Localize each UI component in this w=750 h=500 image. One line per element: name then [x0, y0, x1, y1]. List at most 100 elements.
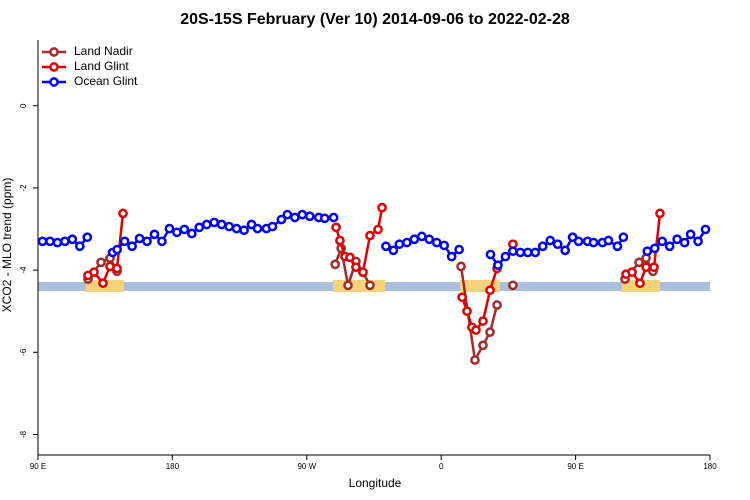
data-point — [679, 237, 690, 248]
data-point — [365, 280, 375, 291]
data-point — [328, 212, 339, 223]
data-point — [700, 224, 711, 235]
data-point — [522, 247, 533, 258]
data-point — [45, 236, 55, 247]
y-tick-label: -6 — [19, 348, 28, 356]
data-point — [74, 241, 85, 252]
data-point — [351, 262, 361, 273]
data-point — [424, 234, 435, 245]
data-point — [331, 222, 341, 233]
data-point — [634, 257, 644, 268]
data-point — [409, 234, 420, 245]
land-band — [333, 280, 385, 292]
data-point — [478, 316, 488, 326]
data-point — [462, 306, 472, 317]
legend-marker — [49, 47, 59, 57]
data-point — [52, 237, 63, 248]
data-point — [282, 209, 293, 220]
data-point — [164, 223, 175, 234]
data-point — [454, 244, 464, 255]
data-point — [345, 252, 355, 263]
data-point — [119, 236, 130, 247]
x-tick-label: 90 E — [567, 462, 583, 471]
data-point — [319, 213, 330, 224]
data-point — [431, 237, 442, 248]
data-point — [655, 208, 665, 219]
data-point — [416, 231, 427, 242]
y-tick-label: -2 — [19, 184, 28, 192]
data-point — [485, 327, 495, 337]
data-point — [149, 229, 160, 240]
data-point — [335, 235, 345, 246]
data-point — [664, 241, 675, 252]
data-point — [508, 246, 518, 257]
data-point — [552, 239, 563, 250]
data-point — [627, 267, 637, 278]
data-point — [276, 214, 287, 225]
data-point — [224, 221, 234, 232]
data-point — [239, 225, 249, 236]
data-point — [493, 260, 503, 271]
data-point — [612, 241, 623, 252]
data-point — [457, 292, 467, 303]
data-point — [373, 224, 383, 235]
data-point — [60, 236, 70, 247]
data-point — [641, 262, 651, 273]
data-point — [157, 236, 167, 247]
data-point — [358, 267, 368, 278]
data-point — [297, 209, 308, 220]
data-point — [209, 217, 220, 228]
data-point — [515, 247, 526, 258]
data-point — [456, 261, 466, 272]
data-point — [142, 236, 152, 247]
data-point — [37, 236, 48, 247]
data-point — [530, 247, 541, 258]
data-point — [194, 222, 205, 233]
series — [83, 202, 665, 335]
data-point — [201, 219, 212, 230]
data-point — [649, 243, 660, 254]
data-point — [446, 251, 457, 262]
x-tick-label: 90 W — [297, 462, 316, 471]
data-point — [603, 235, 614, 246]
data-point — [560, 245, 570, 256]
data-point — [439, 240, 450, 251]
data-point — [635, 278, 645, 289]
data-point — [500, 251, 511, 262]
legend-label: Land Nadir — [74, 44, 133, 58]
data-point — [172, 227, 182, 238]
data-point — [672, 234, 682, 245]
data-point — [685, 229, 696, 240]
legend-marker — [49, 62, 59, 72]
data-point — [127, 241, 137, 252]
data-point — [343, 280, 353, 291]
data-point — [492, 300, 502, 310]
legend-label: Land Glint — [74, 59, 129, 73]
data-point — [649, 262, 659, 273]
data-point — [657, 236, 668, 247]
data-point — [485, 249, 496, 260]
data-point — [471, 325, 481, 335]
x-tick-label: 180 — [703, 462, 717, 471]
data-point — [304, 211, 315, 222]
legend-label: Ocean Glint — [74, 74, 138, 88]
data-point — [381, 241, 391, 252]
data-point — [267, 221, 278, 232]
data-point — [394, 239, 405, 250]
data-point — [231, 223, 242, 234]
data-point — [470, 355, 480, 365]
data-point — [134, 233, 145, 244]
data-point — [377, 202, 387, 213]
data-point — [588, 237, 599, 248]
data-point — [216, 219, 227, 230]
data-point — [693, 236, 703, 247]
y-axis-label: XCO2 - MLO trend (ppm) — [0, 178, 14, 313]
x-tick-label: 90 E — [30, 462, 46, 471]
data-point — [96, 257, 106, 268]
y-tick-label: 0 — [19, 103, 28, 108]
x-axis-label: Longitude — [349, 476, 402, 490]
data-point — [112, 263, 122, 274]
x-tick-label: 0 — [439, 462, 444, 471]
